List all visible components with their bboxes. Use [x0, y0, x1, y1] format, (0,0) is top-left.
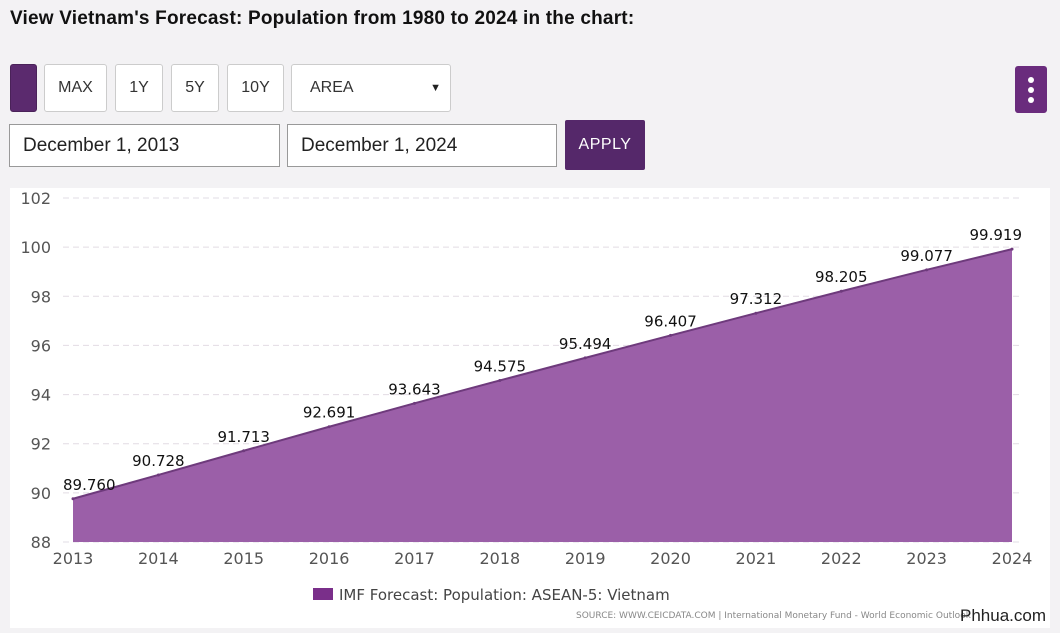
end-date-field[interactable]: December 1, 2024 — [287, 124, 557, 167]
data-point — [327, 425, 331, 429]
data-label: 99.077 — [900, 247, 953, 265]
data-point — [754, 311, 758, 315]
kebab-dot-icon — [1028, 86, 1034, 93]
chevron-down-icon: ▼ — [430, 82, 441, 94]
data-label: 99.919 — [970, 226, 1023, 244]
x-tick-label: 2013 — [53, 549, 94, 568]
legend-swatch — [313, 588, 333, 600]
y-tick-label: 88 — [31, 533, 51, 552]
legend-label: IMF Forecast: Population: ASEAN-5: Vietn… — [339, 586, 670, 604]
data-label: 98.205 — [815, 268, 868, 286]
data-label: 89.760 — [63, 476, 116, 494]
x-tick-label: 2015 — [223, 549, 264, 568]
y-tick-label: 100 — [20, 238, 51, 257]
x-tick-label: 2014 — [138, 549, 179, 568]
data-point — [242, 449, 246, 453]
data-label: 92.691 — [303, 404, 356, 422]
data-point — [71, 497, 75, 501]
y-tick-label: 90 — [31, 484, 51, 503]
data-label: 95.494 — [559, 335, 612, 353]
area-series-fill — [73, 249, 1012, 542]
x-tick-label: 2024 — [992, 549, 1033, 568]
y-tick-label: 96 — [31, 336, 51, 355]
y-tick-label: 92 — [31, 435, 51, 454]
kebab-dot-icon — [1028, 76, 1034, 83]
data-point — [583, 356, 587, 360]
data-point — [839, 289, 843, 293]
y-tick-label: 94 — [31, 386, 51, 405]
area-series-line — [72, 248, 1013, 500]
x-tick-label: 2016 — [309, 549, 350, 568]
range-max-button[interactable]: MAX — [44, 64, 107, 112]
kebab-dot-icon — [1028, 96, 1034, 103]
chart-color-swatch-button[interactable] — [10, 64, 37, 112]
data-label: 91.713 — [217, 428, 270, 446]
x-tick-label: 2023 — [906, 549, 947, 568]
data-label: 93.643 — [388, 380, 441, 398]
x-tick-label: 2021 — [736, 549, 777, 568]
data-point — [412, 401, 416, 405]
chart-type-select[interactable]: AREA ▼ — [291, 64, 451, 112]
data-label: 96.407 — [644, 312, 697, 330]
start-date-field[interactable]: December 1, 2013 — [9, 124, 280, 167]
x-tick-label: 2019 — [565, 549, 606, 568]
apply-button[interactable]: APPLY — [565, 120, 645, 170]
x-tick-label: 2020 — [650, 549, 691, 568]
x-tick-label: 2017 — [394, 549, 435, 568]
range-10y-button[interactable]: 10Y — [227, 64, 284, 112]
source-note: SOURCE: WWW.CEICDATA.COM | International… — [576, 611, 972, 621]
page-title: View Vietnam's Forecast: Population from… — [10, 8, 635, 29]
watermark-text: Phhua.com — [960, 606, 1046, 625]
range-1y-button[interactable]: 1Y — [115, 64, 163, 112]
area-chart: 88 90 92 94 96 98 100 102 2013 2014 2015 2016 2017 20… — [20, 189, 1033, 621]
data-label: 97.312 — [730, 290, 783, 308]
chart-panel: 88 90 92 94 96 98 100 102 2013 2014 2015 2016 2017 20… — [10, 188, 1050, 628]
data-point — [1010, 247, 1014, 251]
data-point — [925, 268, 929, 272]
data-point — [669, 333, 673, 337]
y-tick-label: 98 — [31, 287, 51, 306]
data-label: 94.575 — [474, 357, 527, 375]
y-tick-label: 102 — [20, 189, 51, 208]
data-point — [498, 378, 502, 382]
chart-type-value: AREA — [310, 79, 354, 96]
x-tick-label: 2018 — [479, 549, 520, 568]
x-tick-label: 2022 — [821, 549, 862, 568]
data-point — [156, 473, 160, 477]
data-label: 90.728 — [132, 452, 185, 470]
range-5y-button[interactable]: 5Y — [171, 64, 219, 112]
more-options-button[interactable] — [1015, 66, 1047, 113]
